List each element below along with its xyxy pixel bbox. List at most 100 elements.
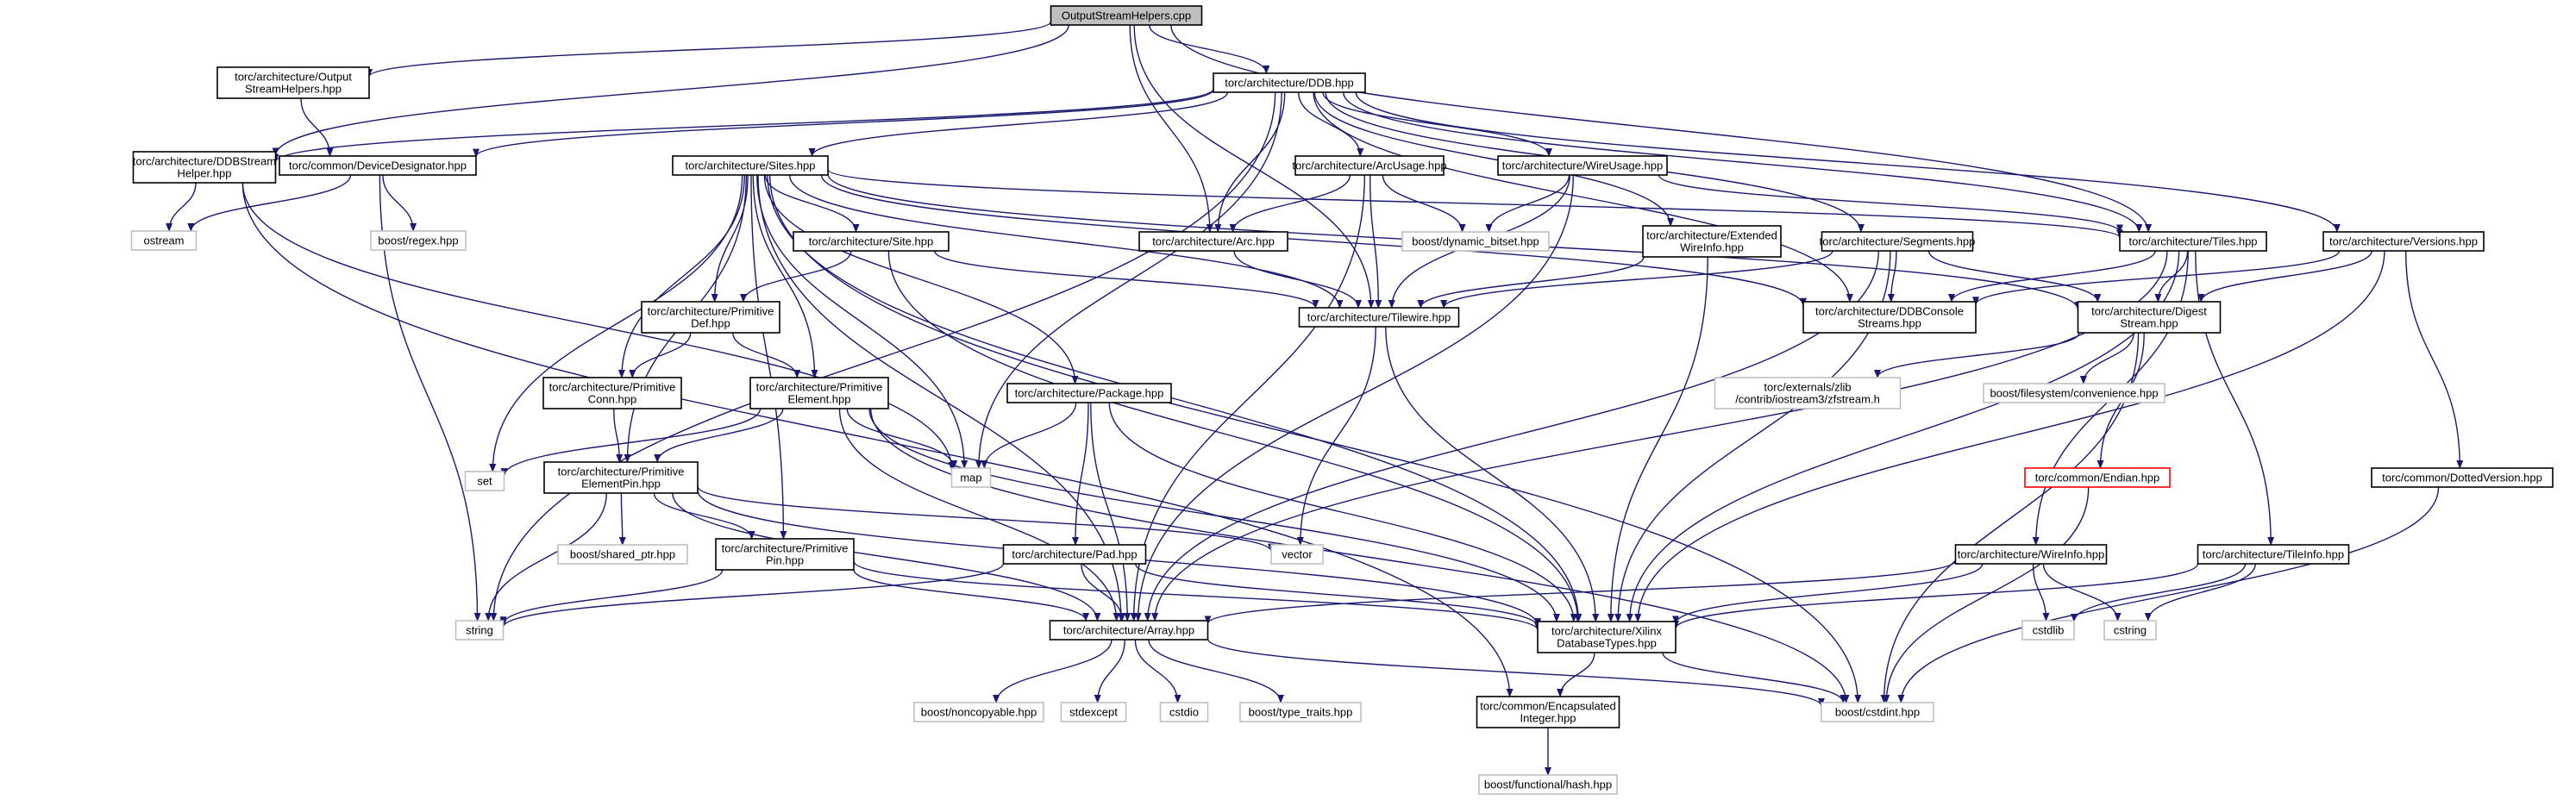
node-label-cstdlib: cstdlib	[2033, 624, 2065, 637]
edge-arcusage-to-dynbitset	[1382, 174, 1466, 233]
node-tilewire[interactable]: torc/architecture/Tilewire.hpp	[1298, 307, 1460, 328]
node-box-fsconv	[1983, 383, 2165, 403]
edge-primelempin-to-array	[672, 492, 1101, 622]
edge-primconn-to-primelempin	[613, 408, 624, 463]
node-arc[interactable]: torc/architecture/Arc.hpp	[1138, 231, 1288, 252]
node-cstring: cstring	[2103, 620, 2157, 641]
edge-array-to-noncopyable	[993, 639, 1113, 703]
node-sites[interactable]: torc/architecture/Sites.hpp	[672, 155, 829, 176]
edge-segments-to-tilewire	[1440, 250, 1833, 309]
node-segments[interactable]: torc/architecture/Segments.hpp	[1820, 231, 1976, 252]
node-site[interactable]: torc/architecture/Site.hpp	[793, 231, 950, 252]
node-label-pad: torc/architecture/Pad.hpp	[1012, 548, 1137, 561]
edge-arcusage-to-arc	[1229, 174, 1351, 233]
node-box-site	[793, 231, 950, 252]
node-outhelpers[interactable]: torc/architecture/OutputStreamHelpers.hp…	[216, 66, 370, 99]
edge-root-to-tiles	[1170, 24, 2153, 233]
node-box-ddbconsole	[1802, 301, 1977, 334]
edge-tilewire-to-vector	[1296, 326, 1376, 546]
edge-versions-to-ddbconsole	[1972, 250, 2341, 306]
edge-wireinfo-to-cstdlib	[2032, 563, 2050, 622]
node-box-array	[1049, 620, 1209, 641]
edge-array-to-typetraits	[1148, 639, 1284, 703]
node-dottedver[interactable]: torc/common/DottedVersion.hpp	[2371, 467, 2554, 488]
edge-sites-to-package	[763, 174, 1079, 384]
edge-primelem-to-array	[838, 408, 1120, 622]
node-box-segments	[1821, 231, 1974, 252]
edge-primelem-to-map	[846, 408, 958, 469]
edge-sites-to-primdef	[711, 174, 749, 303]
node-box-wireusage	[1497, 155, 1668, 176]
edge-dottedver-to-cstdint	[1897, 486, 2440, 703]
node-devdesig[interactable]: torc/common/DeviceDesignator.hpp	[279, 155, 477, 176]
edge-primdef-to-primconn	[629, 332, 692, 378]
node-box-hash	[1478, 774, 1618, 795]
edge-ddb-to-devdesig	[473, 89, 1214, 158]
node-pad[interactable]: torc/architecture/Pad.hpp	[1002, 544, 1147, 565]
edge-versions-to-dottedver	[2405, 250, 2464, 469]
node-box-tileinfo	[2197, 544, 2350, 565]
node-box-arcusage	[1294, 155, 1445, 176]
node-cstdint: boost/cstdint.hpp	[1821, 702, 1934, 722]
edge-devdesig-to-regex	[382, 174, 417, 232]
node-box-encint	[1476, 696, 1620, 728]
node-wireinfo[interactable]: torc/architecture/WireInfo.hpp	[1954, 544, 2108, 565]
node-tiles[interactable]: torc/architecture/Tiles.hpp	[2119, 231, 2267, 252]
edge-root-to-ddb	[1149, 24, 1270, 74]
edge-primelem-to-xilinx	[868, 408, 1560, 622]
node-versions[interactable]: torc/architecture/Versions.hpp	[2322, 231, 2485, 252]
node-box-endian	[2024, 467, 2171, 488]
nodes-layer: OutputStreamHelpers.cpp torc/architecture…	[130, 5, 2554, 795]
node-ostream: ostream	[130, 230, 197, 251]
node-label-ddb: torc/architecture/DDB.hpp	[1225, 77, 1354, 90]
node-array[interactable]: torc/architecture/Array.hpp	[1049, 620, 1209, 641]
node-package[interactable]: torc/architecture/Package.hpp	[1006, 383, 1172, 403]
node-label-wireusage: torc/architecture/WireUsage.hpp	[1502, 159, 1663, 172]
edge-sites-to-set	[489, 174, 743, 472]
node-label-xilinx: DatabaseTypes.hpp	[1557, 637, 1657, 650]
node-box-root	[1050, 5, 1203, 26]
node-label-cstring: cstring	[2114, 624, 2147, 637]
edge-arcusage-to-tilewire	[1369, 174, 1382, 309]
edge-wireinfo-to-cstring	[2042, 563, 2122, 622]
node-label-ddbstreamhelper: torc/architecture/DDBStream	[133, 155, 276, 168]
node-noncopyable: boost/noncopyable.hpp	[913, 702, 1044, 722]
node-ddb[interactable]: torc/architecture/DDB.hpp	[1213, 72, 1366, 93]
node-label-primpin: Pin.hpp	[766, 554, 804, 567]
edge-segments-to-ddbconsole	[1887, 250, 1897, 303]
node-xilinx[interactable]: torc/architecture/XilinxDatabaseTypes.hp…	[1537, 621, 1677, 653]
node-label-ostream: ostream	[144, 234, 185, 247]
edges-layer	[166, 21, 2464, 776]
edge-ddb-to-ddbstreamhelper	[272, 88, 1214, 163]
edge-sites-to-array	[757, 174, 1125, 622]
edge-sites-to-ddbconsole	[820, 174, 1807, 307]
edge-devdesig-to-string	[379, 174, 481, 622]
node-tileinfo[interactable]: torc/architecture/TileInfo.hpp	[2197, 544, 2350, 565]
edge-wireinfo-to-array	[1204, 559, 1957, 625]
node-label-encint: torc/common/Encapsulated	[1480, 700, 1616, 713]
node-root[interactable]: OutputStreamHelpers.cpp	[1050, 5, 1203, 26]
node-box-cstdlib	[2021, 620, 2075, 641]
node-label-sites: torc/architecture/Sites.hpp	[685, 159, 815, 172]
node-wireusage[interactable]: torc/architecture/WireUsage.hpp	[1497, 155, 1668, 176]
node-box-regex	[370, 230, 467, 251]
node-label-tiles: torc/architecture/Tiles.hpp	[2128, 235, 2257, 248]
edge-pad-to-array	[1081, 563, 1126, 622]
edge-primpin-to-string	[499, 569, 724, 626]
node-primelempin[interactable]: torc/architecture/PrimitiveElementPin.hp…	[543, 461, 699, 494]
node-fsconv: boost/filesystem/convenience.hpp	[1983, 383, 2165, 403]
node-box-primelempin	[543, 461, 699, 494]
node-label-digest: Stream.hpp	[2120, 317, 2178, 330]
node-box-typetraits	[1239, 702, 1362, 722]
node-arcusage[interactable]: torc/architecture/ArcUsage.hpp	[1292, 155, 1447, 176]
node-box-arc	[1138, 231, 1288, 252]
